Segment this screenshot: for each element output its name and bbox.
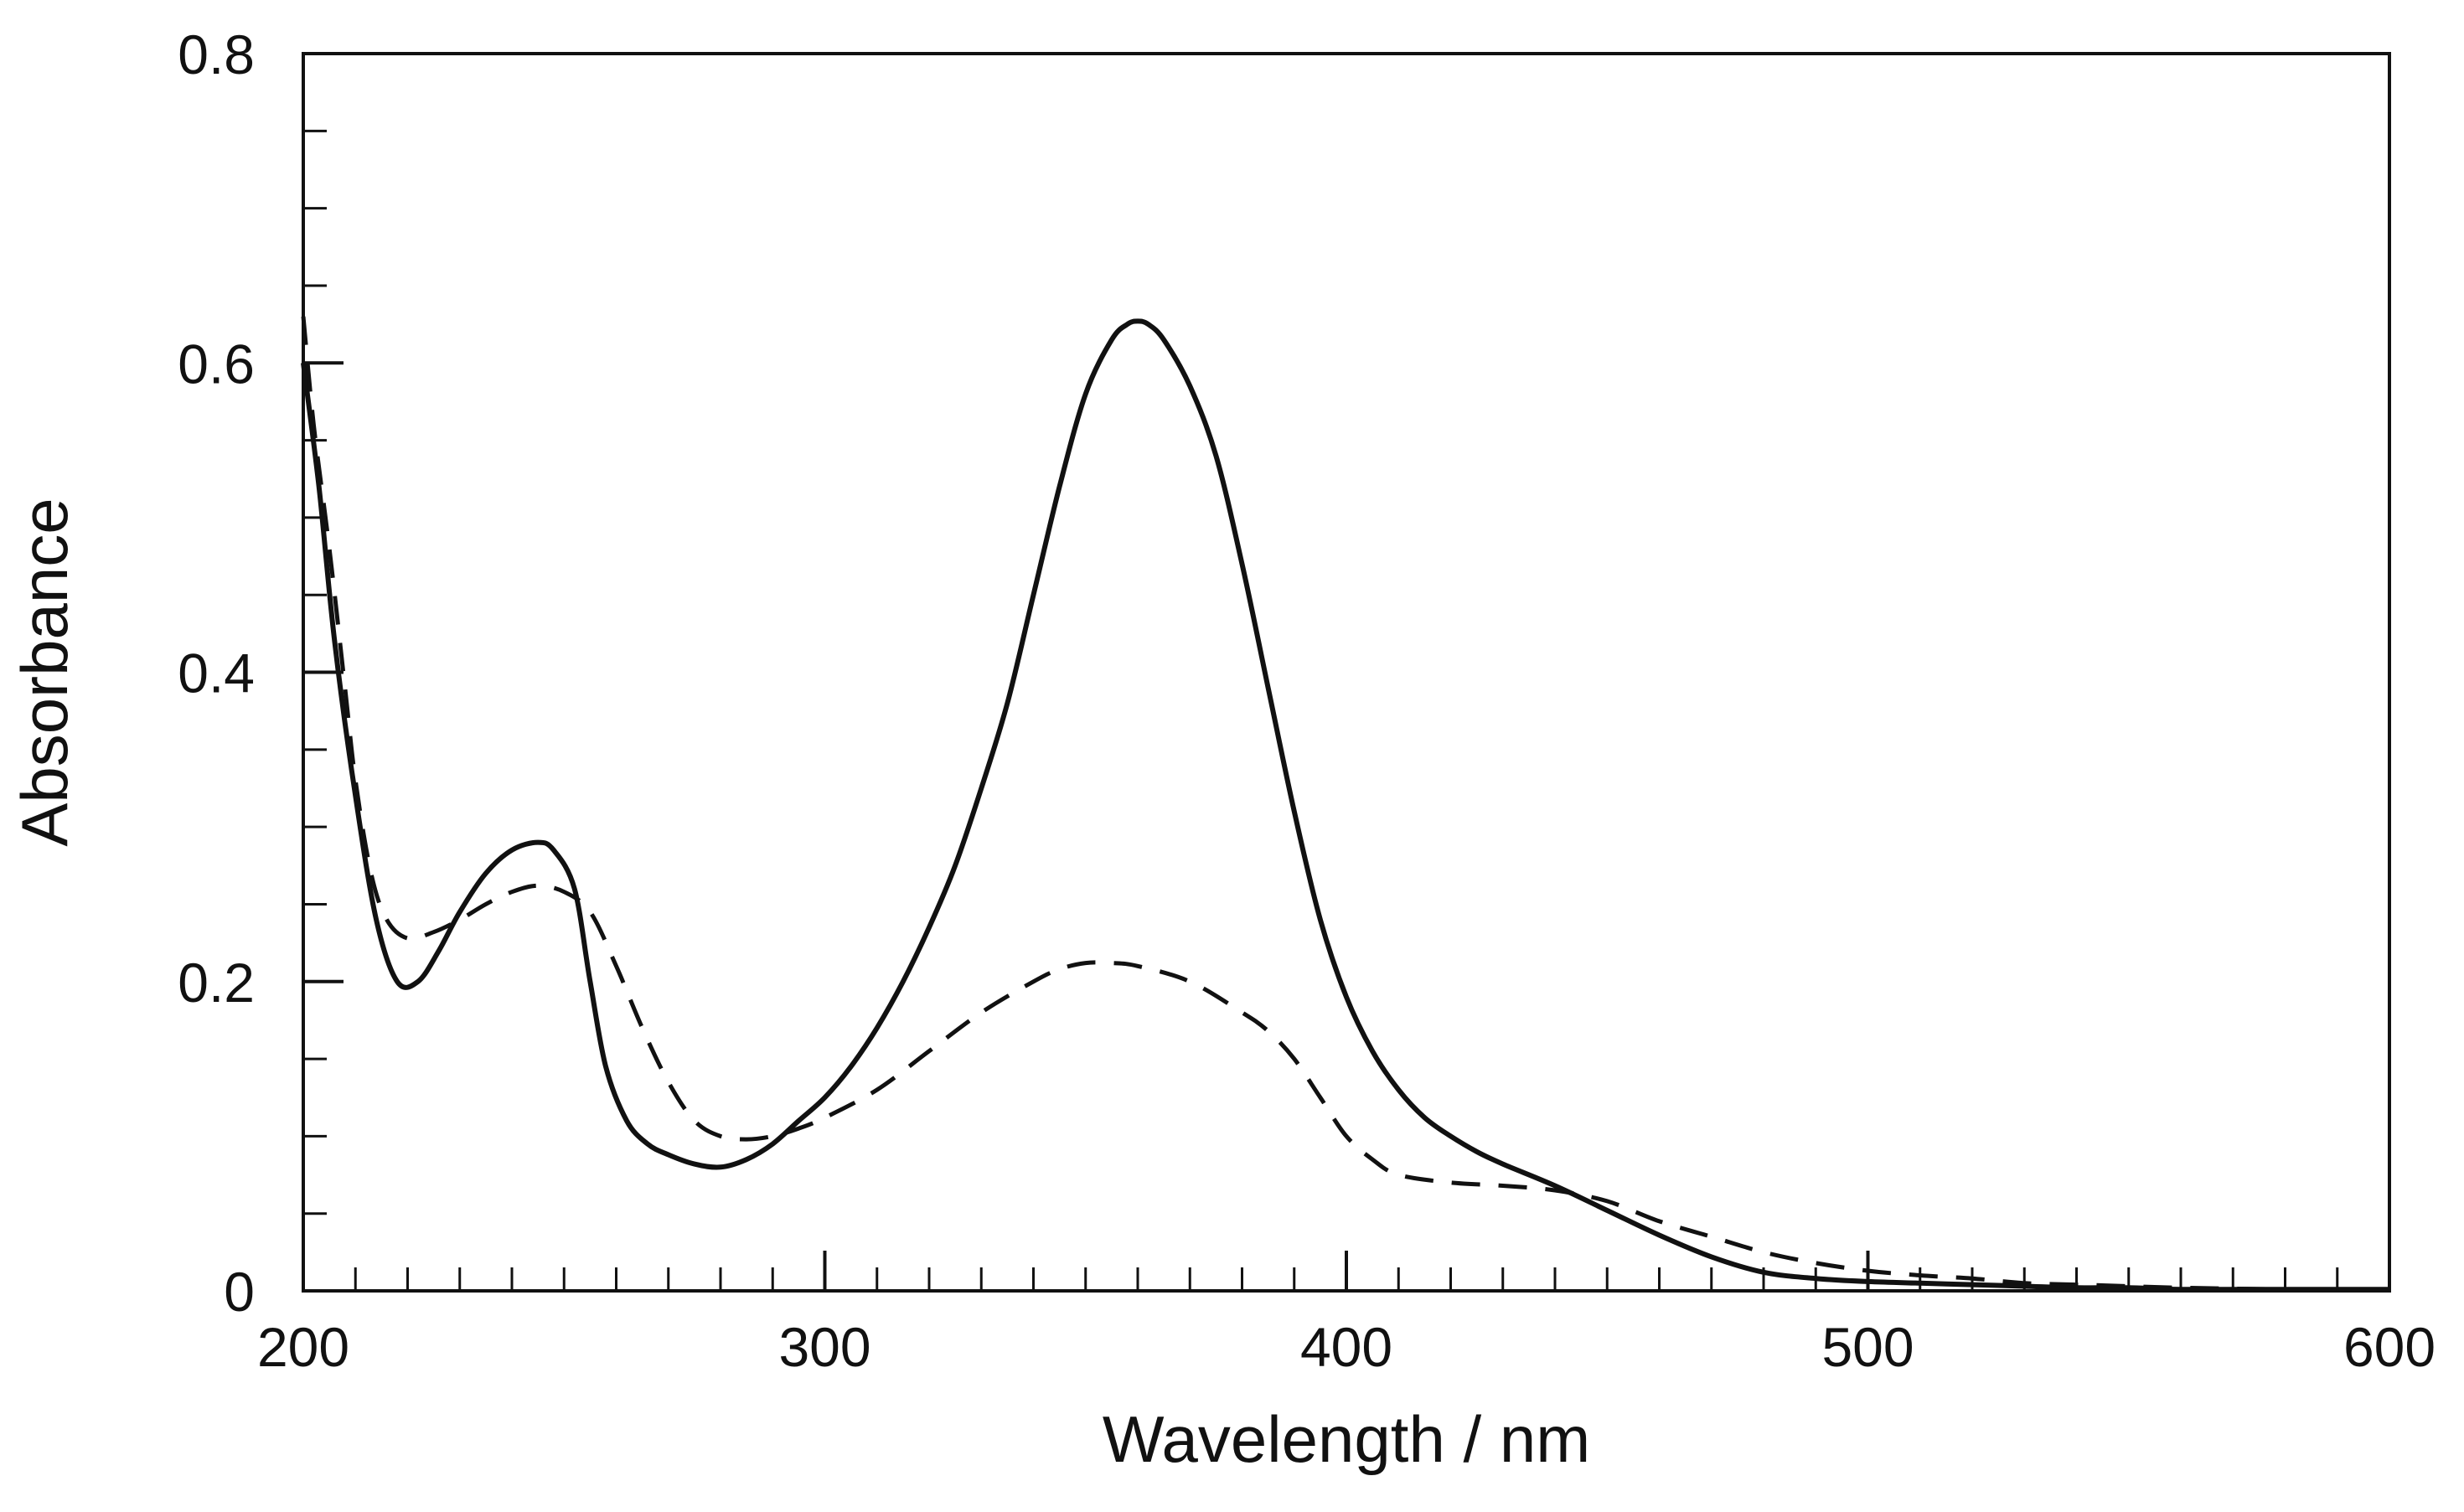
labels-layer: 200 300 400 500 600 0 0.2 0.4 0.6 0.8 <box>178 23 2436 1378</box>
series-line-solid <box>301 318 2389 1293</box>
y-tick-label: 0.8 <box>178 23 255 85</box>
y-tick-label: 0.2 <box>178 952 255 1014</box>
series-line-dashed <box>301 316 2390 1292</box>
y-axis-title: Absorbance <box>8 498 81 846</box>
x-axis-title: Wavelength / nm <box>1103 1402 1590 1476</box>
x-tick-label: 200 <box>257 1316 349 1378</box>
x-tick-label: 500 <box>1821 1316 1914 1378</box>
y-tick-label: 0.4 <box>178 642 255 704</box>
y-tick-label: 0.6 <box>178 333 255 395</box>
x-tick-label: 300 <box>778 1316 870 1378</box>
series-layer <box>301 316 2390 1293</box>
x-tick-label: 600 <box>2343 1316 2436 1378</box>
ticks-layer <box>302 52 2391 1293</box>
y-tick-label: 0 <box>224 1261 255 1323</box>
x-tick-label: 400 <box>1300 1316 1392 1378</box>
